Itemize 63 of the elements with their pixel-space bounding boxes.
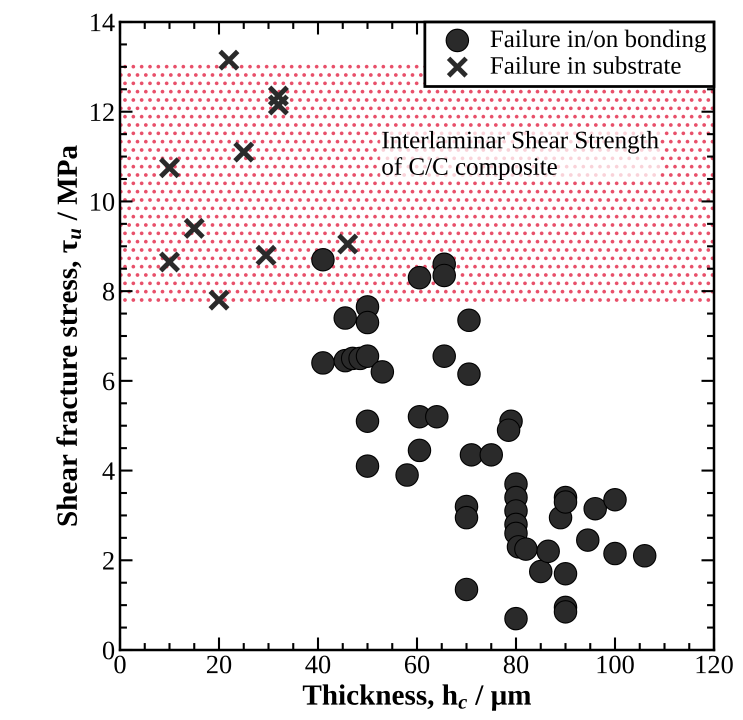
point	[432, 264, 456, 288]
point	[333, 306, 357, 330]
x-tick-label: 80	[504, 656, 528, 674]
point	[504, 606, 528, 630]
point	[370, 360, 394, 384]
y-tick-label: 10	[91, 193, 114, 211]
x-axis-title: Thickness, h$_{c}$ / μm	[302, 684, 531, 711]
point	[528, 560, 553, 584]
point	[267, 94, 290, 116]
point	[311, 248, 335, 272]
point	[356, 310, 380, 334]
point	[356, 344, 380, 368]
x-tick-label: 100	[598, 656, 634, 674]
point	[254, 244, 278, 266]
point	[496, 418, 520, 442]
point	[576, 528, 600, 552]
band-label: Interlaminar Shear Strength of C/C composite	[382, 130, 659, 180]
point	[554, 490, 578, 514]
point	[454, 506, 478, 530]
point	[460, 443, 484, 467]
y-tick-label: 14	[91, 14, 115, 32]
point	[311, 351, 335, 375]
legend-label: Failure in/on bonding	[490, 30, 706, 52]
point	[208, 288, 230, 312]
point	[408, 438, 432, 462]
point	[158, 156, 181, 179]
point	[267, 84, 290, 108]
point	[479, 443, 504, 467]
point	[603, 542, 627, 566]
point	[554, 562, 578, 586]
y-tick-label: 0	[102, 642, 114, 660]
legend-label: Failure in substrate	[490, 56, 681, 74]
point	[603, 488, 627, 512]
point	[514, 537, 538, 561]
x-tick-label: 0	[114, 656, 126, 674]
point	[336, 232, 359, 256]
point	[457, 308, 481, 332]
y-tick-label: 6	[103, 372, 114, 390]
x-tick-label: 40	[305, 656, 330, 674]
point	[425, 404, 449, 428]
x-tick-label: 120	[696, 656, 733, 674]
y-tick-label: 4	[102, 462, 115, 480]
point	[356, 409, 380, 433]
point	[583, 496, 607, 520]
point	[158, 250, 181, 274]
y-axis-title: Shear fracture stress, τ$_{u}$ / MPa	[56, 145, 82, 526]
point	[356, 454, 380, 478]
point	[554, 600, 578, 624]
point	[395, 463, 419, 487]
point	[432, 344, 456, 368]
x-tick-label: 20	[206, 656, 232, 674]
point	[218, 48, 240, 72]
y-tick-label: 12	[91, 103, 114, 121]
point	[183, 217, 206, 240]
y-tick-label: 8	[102, 282, 114, 301]
point	[408, 266, 432, 290]
point	[536, 540, 560, 564]
point	[632, 544, 656, 568]
x-tick-label: 60	[404, 656, 430, 674]
point	[454, 578, 478, 602]
y-tick-label: 2	[103, 552, 114, 570]
point	[457, 362, 481, 386]
point	[232, 140, 255, 164]
